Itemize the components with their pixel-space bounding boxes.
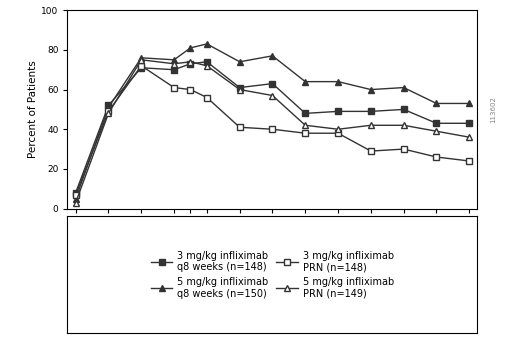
Text: 113602: 113602 (490, 96, 496, 123)
Legend: 3 mg/kg infliximab
q8 weeks (n=148), 5 mg/kg infliximab
q8 weeks (n=150), 3 mg/k: 3 mg/kg infliximab q8 weeks (n=148), 5 m… (146, 246, 399, 304)
Y-axis label: Percent of Patients: Percent of Patients (29, 61, 38, 158)
X-axis label: Weeks: Weeks (254, 232, 291, 242)
